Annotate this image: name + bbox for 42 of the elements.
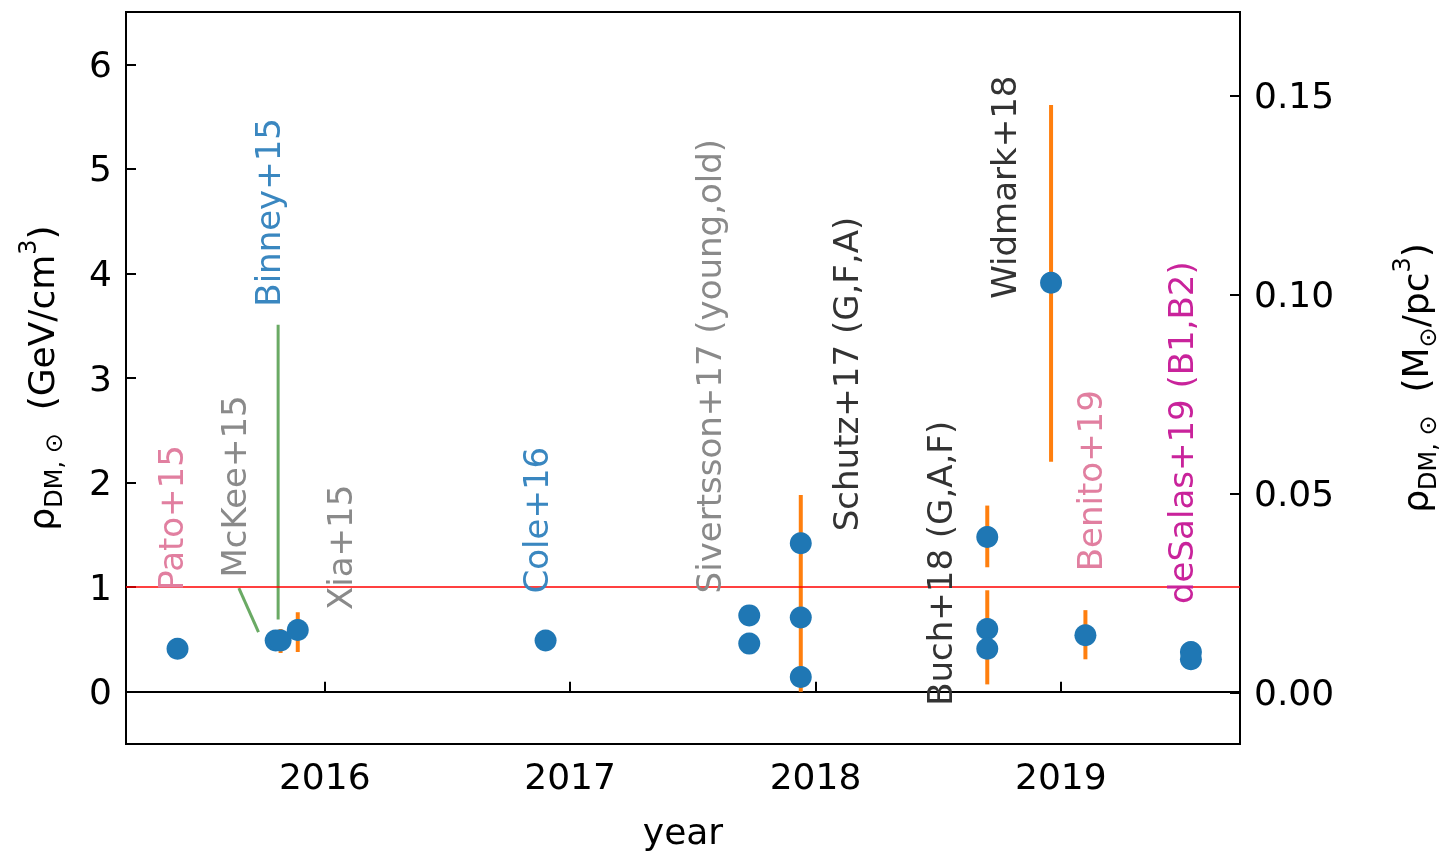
point: [738, 632, 761, 655]
y-tick-label: 2: [89, 462, 112, 504]
point: [789, 666, 812, 689]
annotation: Buch+18 (G,A,F): [920, 420, 961, 706]
annotation: Cole+16: [515, 446, 556, 594]
y-tick-label: 6: [89, 43, 112, 85]
annotation: Schutz+17 (G,F,A): [825, 216, 866, 532]
point: [1074, 624, 1097, 647]
y2-tick-label: 0.10: [1254, 273, 1335, 315]
y-axis-title: ρDM, ⊙ (GeV/cm3): [14, 225, 68, 531]
annotation: Widmark+18: [984, 75, 1025, 299]
y2-axis-title: ρDM, ⊙ (M⊙/pc3): [1388, 243, 1442, 513]
y2-tick-label: 0.15: [1254, 75, 1335, 117]
point: [789, 532, 812, 555]
y-tick-label: 1: [89, 566, 112, 608]
x-tick-label: 2019: [1015, 755, 1107, 797]
annotation: Benito+19: [1070, 390, 1111, 572]
annotation: Binney+15: [248, 118, 289, 307]
y-tick-label: 3: [89, 357, 112, 399]
y2-tick-label: 0.05: [1254, 472, 1335, 514]
point: [166, 637, 189, 660]
x-tick-label: 2016: [278, 755, 371, 797]
x-axis-title: year: [642, 810, 724, 852]
annotation: Pato+15: [150, 445, 191, 591]
y2-tick-label: 0.00: [1254, 671, 1335, 713]
annotation: McKee+15: [213, 395, 254, 578]
y-tick-label: 4: [89, 252, 112, 294]
annotation: Sivertsson+17 (young,old): [689, 138, 730, 594]
point: [738, 604, 761, 627]
annotation: deSalas+19 (B1,B2): [1160, 261, 1201, 604]
point: [1040, 271, 1063, 294]
point: [976, 525, 999, 548]
point: [286, 619, 309, 642]
x-tick-label: 2018: [769, 755, 862, 797]
point: [534, 629, 557, 652]
point: [976, 637, 999, 660]
annotation: Xia+15: [319, 484, 360, 611]
point: [789, 606, 812, 629]
point: [976, 617, 999, 640]
x-tick-label: 2017: [524, 755, 616, 797]
y-tick-label: 0: [89, 671, 112, 713]
y-tick-label: 5: [89, 148, 112, 190]
